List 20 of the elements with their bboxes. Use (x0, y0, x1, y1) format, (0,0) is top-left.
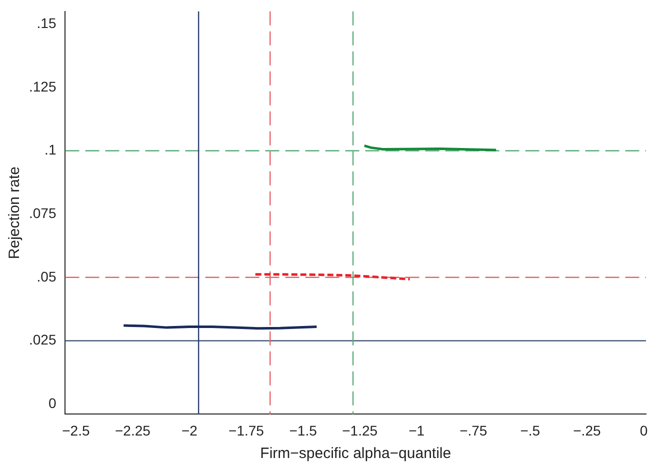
y-tick-label: .05 (36, 268, 56, 284)
x-tick-label: −2 (182, 422, 198, 438)
y-tick-label: .15 (36, 14, 56, 31)
x-tick-label: −.75 (460, 422, 488, 438)
x-tick-label: −1.25 (342, 422, 378, 438)
x-tick-label: −.25 (573, 422, 601, 438)
y-tick-label: .1 (44, 142, 56, 158)
x-tick-label: −1 (408, 422, 425, 438)
x-tick-label: −.5 (520, 422, 540, 438)
x-tick-label: −1.75 (228, 422, 264, 438)
x-tick-label: −2.25 (114, 422, 151, 438)
x-axis-title: Firm−specific alpha−quantile (260, 445, 452, 462)
x-tick-label: −2.5 (62, 422, 90, 438)
y-tick-label: .075 (29, 204, 56, 221)
x-tick-label: −1.5 (289, 422, 318, 438)
y-tick-label: .025 (29, 332, 56, 348)
y-axis-title: Rejection rate (6, 166, 24, 260)
y-tick-label: .125 (29, 78, 56, 94)
y-tick-label: 0 (48, 394, 56, 411)
x-tick-label: 0 (640, 422, 648, 438)
